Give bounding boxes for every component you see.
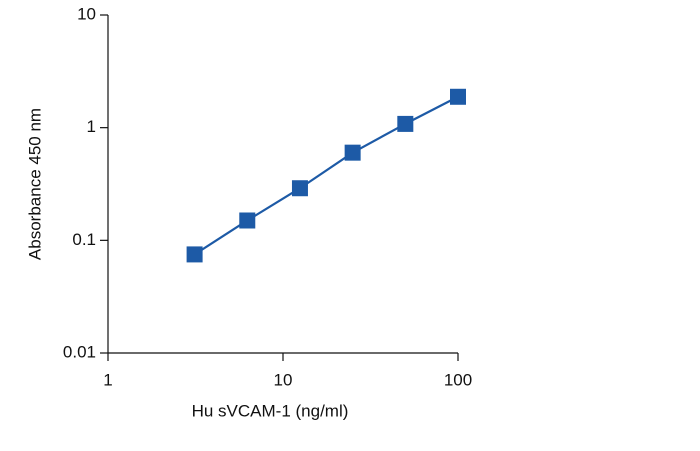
y-tick-label: 1	[87, 117, 96, 136]
y-tick-label: 10	[77, 4, 96, 23]
marker	[450, 88, 466, 105]
marker	[291, 180, 308, 197]
marker	[239, 212, 256, 229]
x-axis-label: Hu sVCAM-1 (ng/ml)	[192, 401, 349, 420]
marker	[397, 115, 414, 132]
x-tick-label: 100	[444, 370, 472, 389]
marker	[186, 246, 203, 263]
y-tick-label: 0.1	[72, 230, 96, 249]
x-tick-label: 1	[103, 370, 112, 389]
x-tick-label: 10	[274, 370, 293, 389]
marker	[344, 144, 361, 161]
y-axis-label: Absorbance 450 nm	[25, 108, 44, 260]
line	[194, 95, 459, 256]
y-tick-label: 0.01	[63, 342, 96, 361]
